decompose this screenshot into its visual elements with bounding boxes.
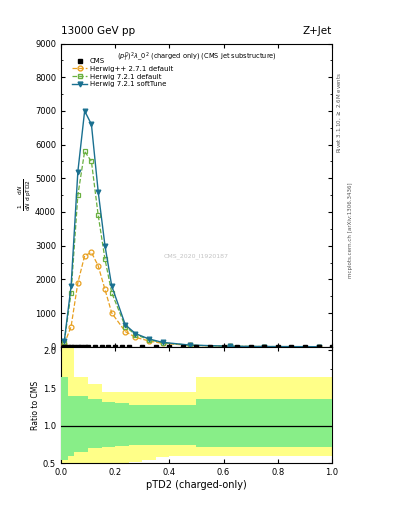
Herwig 7.2.1 default bbox=[109, 290, 114, 296]
Y-axis label: $\frac{1}{\mathrm{d}N}\,\frac{\mathrm{d}N}{\mathrm{d}\,\mathrm{pTD2}}$: $\frac{1}{\mathrm{d}N}\,\frac{\mathrm{d}… bbox=[17, 179, 33, 211]
Herwig 7.2.1 default bbox=[133, 332, 138, 338]
Herwig 7.2.1 softTune bbox=[147, 336, 151, 342]
Herwig 7.2.1 default bbox=[147, 336, 151, 343]
Herwig 7.2.1 softTune bbox=[69, 283, 73, 289]
Text: CMS_2020_I1920187: CMS_2020_I1920187 bbox=[164, 253, 229, 259]
Line: Herwig 7.2.1 default: Herwig 7.2.1 default bbox=[62, 149, 321, 349]
Herwig 7.2.1 default bbox=[160, 339, 165, 346]
Herwig 7.2.1 default bbox=[187, 342, 192, 348]
Herwig 7.2.1 softTune bbox=[75, 168, 80, 175]
Herwig++ 2.7.1 default bbox=[228, 343, 233, 349]
CMS bbox=[69, 344, 73, 350]
CMS bbox=[106, 344, 111, 350]
Herwig 7.2.1 softTune bbox=[228, 343, 233, 349]
CMS bbox=[119, 344, 124, 350]
Herwig++ 2.7.1 default bbox=[187, 343, 192, 349]
Legend: CMS, Herwig++ 2.7.1 default, Herwig 7.2.1 default, Herwig 7.2.1 softTune: CMS, Herwig++ 2.7.1 default, Herwig 7.2.… bbox=[70, 56, 175, 90]
Herwig 7.2.1 softTune bbox=[262, 344, 266, 350]
Herwig 7.2.1 softTune bbox=[62, 338, 67, 344]
Herwig 7.2.1 softTune bbox=[109, 283, 114, 289]
Text: $(p_T^D)^2\lambda\_0^2$ (charged only) (CMS jet substructure): $(p_T^D)^2\lambda\_0^2$ (charged only) (… bbox=[117, 51, 276, 65]
Herwig++ 2.7.1 default bbox=[62, 341, 67, 347]
Line: CMS: CMS bbox=[62, 345, 334, 349]
CMS bbox=[194, 344, 199, 350]
CMS bbox=[208, 344, 212, 350]
Herwig 7.2.1 default bbox=[228, 343, 233, 349]
Text: Rivet 3.1.10, $\geq$ 2.6M events: Rivet 3.1.10, $\geq$ 2.6M events bbox=[336, 72, 343, 153]
CMS bbox=[303, 344, 307, 350]
Herwig 7.2.1 default bbox=[75, 192, 80, 198]
X-axis label: pTD2 (charged-only): pTD2 (charged-only) bbox=[146, 480, 247, 490]
CMS bbox=[181, 344, 185, 350]
CMS bbox=[221, 344, 226, 350]
Herwig++ 2.7.1 default bbox=[96, 263, 101, 269]
CMS bbox=[289, 344, 294, 350]
CMS bbox=[262, 344, 266, 350]
Herwig++ 2.7.1 default bbox=[69, 324, 73, 330]
Herwig 7.2.1 softTune bbox=[82, 108, 87, 114]
Herwig++ 2.7.1 default bbox=[75, 280, 80, 286]
Herwig++ 2.7.1 default bbox=[133, 334, 138, 340]
CMS bbox=[82, 344, 87, 350]
Line: Herwig++ 2.7.1 default: Herwig++ 2.7.1 default bbox=[62, 250, 321, 349]
CMS bbox=[72, 344, 77, 350]
CMS bbox=[140, 344, 145, 350]
Herwig 7.2.1 default bbox=[82, 148, 87, 155]
Herwig 7.2.1 softTune bbox=[89, 121, 94, 127]
CMS bbox=[235, 344, 239, 350]
Herwig 7.2.1 softTune bbox=[160, 339, 165, 346]
CMS bbox=[65, 344, 70, 350]
Herwig 7.2.1 softTune bbox=[123, 322, 128, 328]
CMS bbox=[275, 344, 280, 350]
CMS bbox=[62, 344, 67, 350]
Herwig++ 2.7.1 default bbox=[123, 329, 128, 335]
CMS bbox=[75, 344, 80, 350]
CMS bbox=[99, 344, 104, 350]
CMS bbox=[153, 344, 158, 350]
CMS bbox=[316, 344, 321, 350]
Herwig 7.2.1 default bbox=[103, 256, 107, 262]
Herwig 7.2.1 softTune bbox=[187, 342, 192, 348]
Herwig 7.2.1 default bbox=[262, 344, 266, 350]
Herwig++ 2.7.1 default bbox=[89, 249, 94, 255]
Herwig 7.2.1 default bbox=[316, 344, 321, 350]
CMS bbox=[167, 344, 172, 350]
Herwig 7.2.1 default bbox=[123, 324, 128, 330]
Line: Herwig 7.2.1 softTune: Herwig 7.2.1 softTune bbox=[62, 109, 321, 349]
Text: Z+Jet: Z+Jet bbox=[303, 26, 332, 36]
Text: 13000 GeV pp: 13000 GeV pp bbox=[61, 26, 135, 36]
Herwig 7.2.1 default bbox=[69, 290, 73, 296]
CMS bbox=[79, 344, 84, 350]
Herwig++ 2.7.1 default bbox=[147, 338, 151, 344]
CMS bbox=[86, 344, 90, 350]
CMS bbox=[248, 344, 253, 350]
CMS bbox=[330, 344, 334, 350]
Y-axis label: Ratio to CMS: Ratio to CMS bbox=[31, 380, 40, 430]
Herwig++ 2.7.1 default bbox=[316, 344, 321, 350]
Text: mcplots.cern.ch [arXiv:1306.3436]: mcplots.cern.ch [arXiv:1306.3436] bbox=[348, 183, 353, 278]
Herwig++ 2.7.1 default bbox=[262, 344, 266, 350]
CMS bbox=[113, 344, 118, 350]
Herwig 7.2.1 default bbox=[62, 338, 67, 345]
Herwig 7.2.1 softTune bbox=[96, 189, 101, 195]
Herwig 7.2.1 softTune bbox=[316, 344, 321, 350]
Herwig++ 2.7.1 default bbox=[82, 253, 87, 259]
Herwig++ 2.7.1 default bbox=[103, 286, 107, 292]
Herwig 7.2.1 default bbox=[96, 212, 101, 219]
Herwig 7.2.1 softTune bbox=[133, 331, 138, 337]
CMS bbox=[126, 344, 131, 350]
Herwig 7.2.1 softTune bbox=[103, 243, 107, 249]
CMS bbox=[92, 344, 97, 350]
Herwig++ 2.7.1 default bbox=[109, 310, 114, 316]
Herwig 7.2.1 default bbox=[89, 158, 94, 164]
Herwig++ 2.7.1 default bbox=[160, 340, 165, 347]
